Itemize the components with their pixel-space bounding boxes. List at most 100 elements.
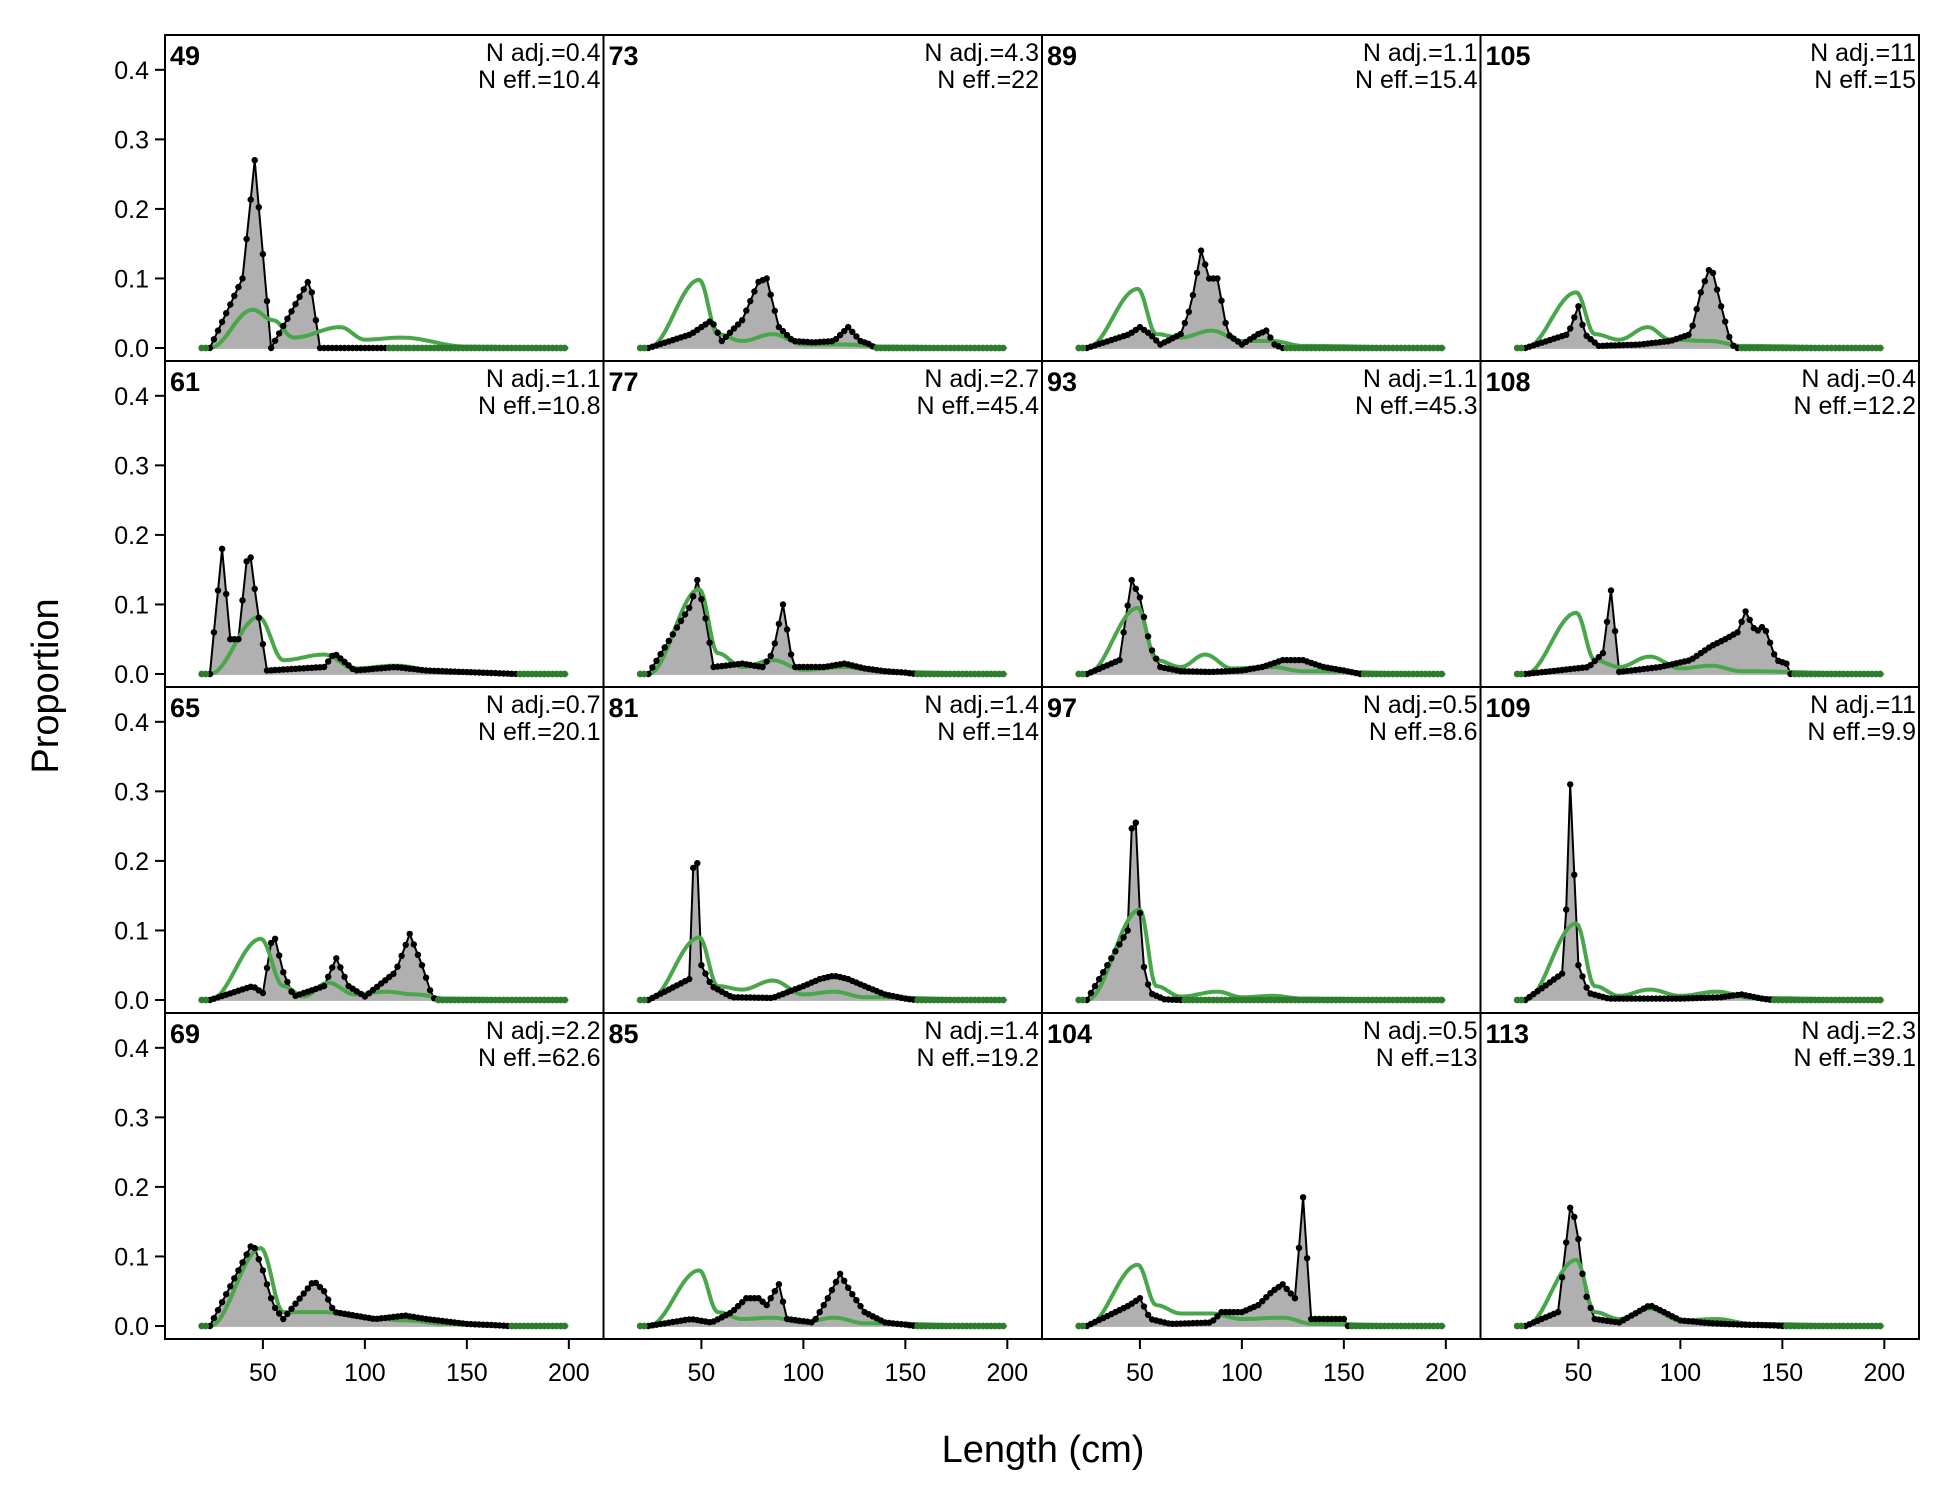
observed-point [235,636,242,643]
observed-point [1112,948,1119,955]
zero-points [1075,670,1446,678]
observed-area [209,1246,508,1326]
observed-point [1587,661,1594,669]
observed-point [296,1295,303,1302]
observed-point [402,941,409,949]
panel-label: 65 [170,693,200,723]
observed-point [312,1279,320,1287]
observed-point [1595,653,1603,661]
panel-n-eff: N eff.=15.4 [1355,66,1478,94]
observed-point [259,1267,267,1274]
panel-81: 81 N adj.=1.4N eff.=14 [609,691,1039,1004]
observed-point [1214,275,1221,282]
x-tick-label: 100 [1660,1359,1702,1387]
observed-point [1116,656,1123,664]
observed-point [730,325,738,332]
observed-point [418,962,426,969]
panel-n-adj: N adj.=1.1 [486,365,601,393]
observed-point [841,327,848,335]
observed-point [251,585,258,592]
observed-point [767,652,774,660]
observed-point [304,1285,311,1292]
observed-points [206,545,519,678]
observed-point [1758,623,1766,631]
observed-point [1607,587,1615,594]
panel-n-eff: N eff.=13 [1376,1044,1478,1072]
panel-93: 93 N adj.=1.1N eff.=45.3 [1047,365,1478,678]
observed-point [718,337,725,345]
observed-point [312,317,320,324]
observed-point [1140,613,1148,621]
observed-point [771,640,778,647]
observed-point [1185,308,1193,315]
observed-point [210,336,218,343]
observed-point [288,988,295,995]
panel-69: 69 N adj.=2.2N eff.=62.6 [170,1017,601,1330]
observed-point [767,1295,774,1302]
zero-point [1517,670,1525,678]
zero-point [999,996,1007,1004]
observed-point [1140,963,1148,971]
observed-point [263,964,271,972]
panel-label: 113 [1486,1019,1530,1049]
observed-point [255,204,262,211]
observed-point [1583,984,1590,991]
observed-point [1128,576,1135,584]
panel-label: 89 [1047,41,1077,71]
observed-point [333,955,340,962]
y-tick-label: 0.3 [114,1104,149,1132]
panel-104: 104 N adj.=0.5N eff.=13 [1047,1017,1478,1330]
panel-n-eff: N eff.=15 [1814,66,1916,94]
observed-point [722,333,730,341]
observed-point [1599,649,1607,657]
y-tick-label: 0.0 [114,1313,149,1341]
zero-point [640,344,648,352]
observed-point [292,300,299,308]
x-tick-label: 150 [446,1359,488,1387]
observed-point [690,593,697,600]
observed-point [308,289,315,296]
observed-point [284,978,291,986]
observed-area [648,278,873,348]
zero-point [1079,344,1087,352]
observed-point [259,640,267,648]
panel-label: 105 [1486,41,1531,71]
observed-point [410,941,417,948]
observed-point [1558,970,1566,977]
panel-label: 97 [1047,693,1077,723]
observed-point [325,658,332,665]
y-tick-label: 0.3 [114,778,149,806]
x-tick-label: 200 [986,1359,1028,1387]
observed-point [1554,1308,1562,1316]
zero-point [1079,996,1087,1004]
zero-point [999,344,1007,352]
x-tick-label: 150 [1761,1359,1803,1387]
observed-area [1086,250,1283,348]
observed-point [1104,962,1111,969]
observed-point [1148,647,1156,654]
observed-point [1685,331,1692,338]
panel-label: 73 [609,41,639,71]
observed-point [767,291,774,298]
observed-point [706,978,713,986]
y-axis-label: Proportion [25,598,67,773]
panel-n-eff: N eff.=62.6 [478,1044,601,1072]
zero-points [198,1322,569,1330]
panel-n-eff: N eff.=22 [937,66,1039,94]
observed-point [730,1306,738,1314]
panel-label: 77 [609,367,639,397]
panel-n-adj: N adj.=0.4 [486,39,601,67]
observed-point [747,297,754,305]
zero-point [561,670,569,678]
panel-label: 109 [1486,693,1531,723]
zero-points [198,670,569,678]
observed-point [276,330,283,337]
observed-point [214,587,222,594]
observed-point [857,1302,864,1310]
observed-points [645,860,917,1004]
zero-point [1438,1322,1446,1330]
observed-point [779,327,787,335]
observed-point [783,626,791,633]
zero-points [636,996,1007,1004]
observed-point [763,658,770,665]
